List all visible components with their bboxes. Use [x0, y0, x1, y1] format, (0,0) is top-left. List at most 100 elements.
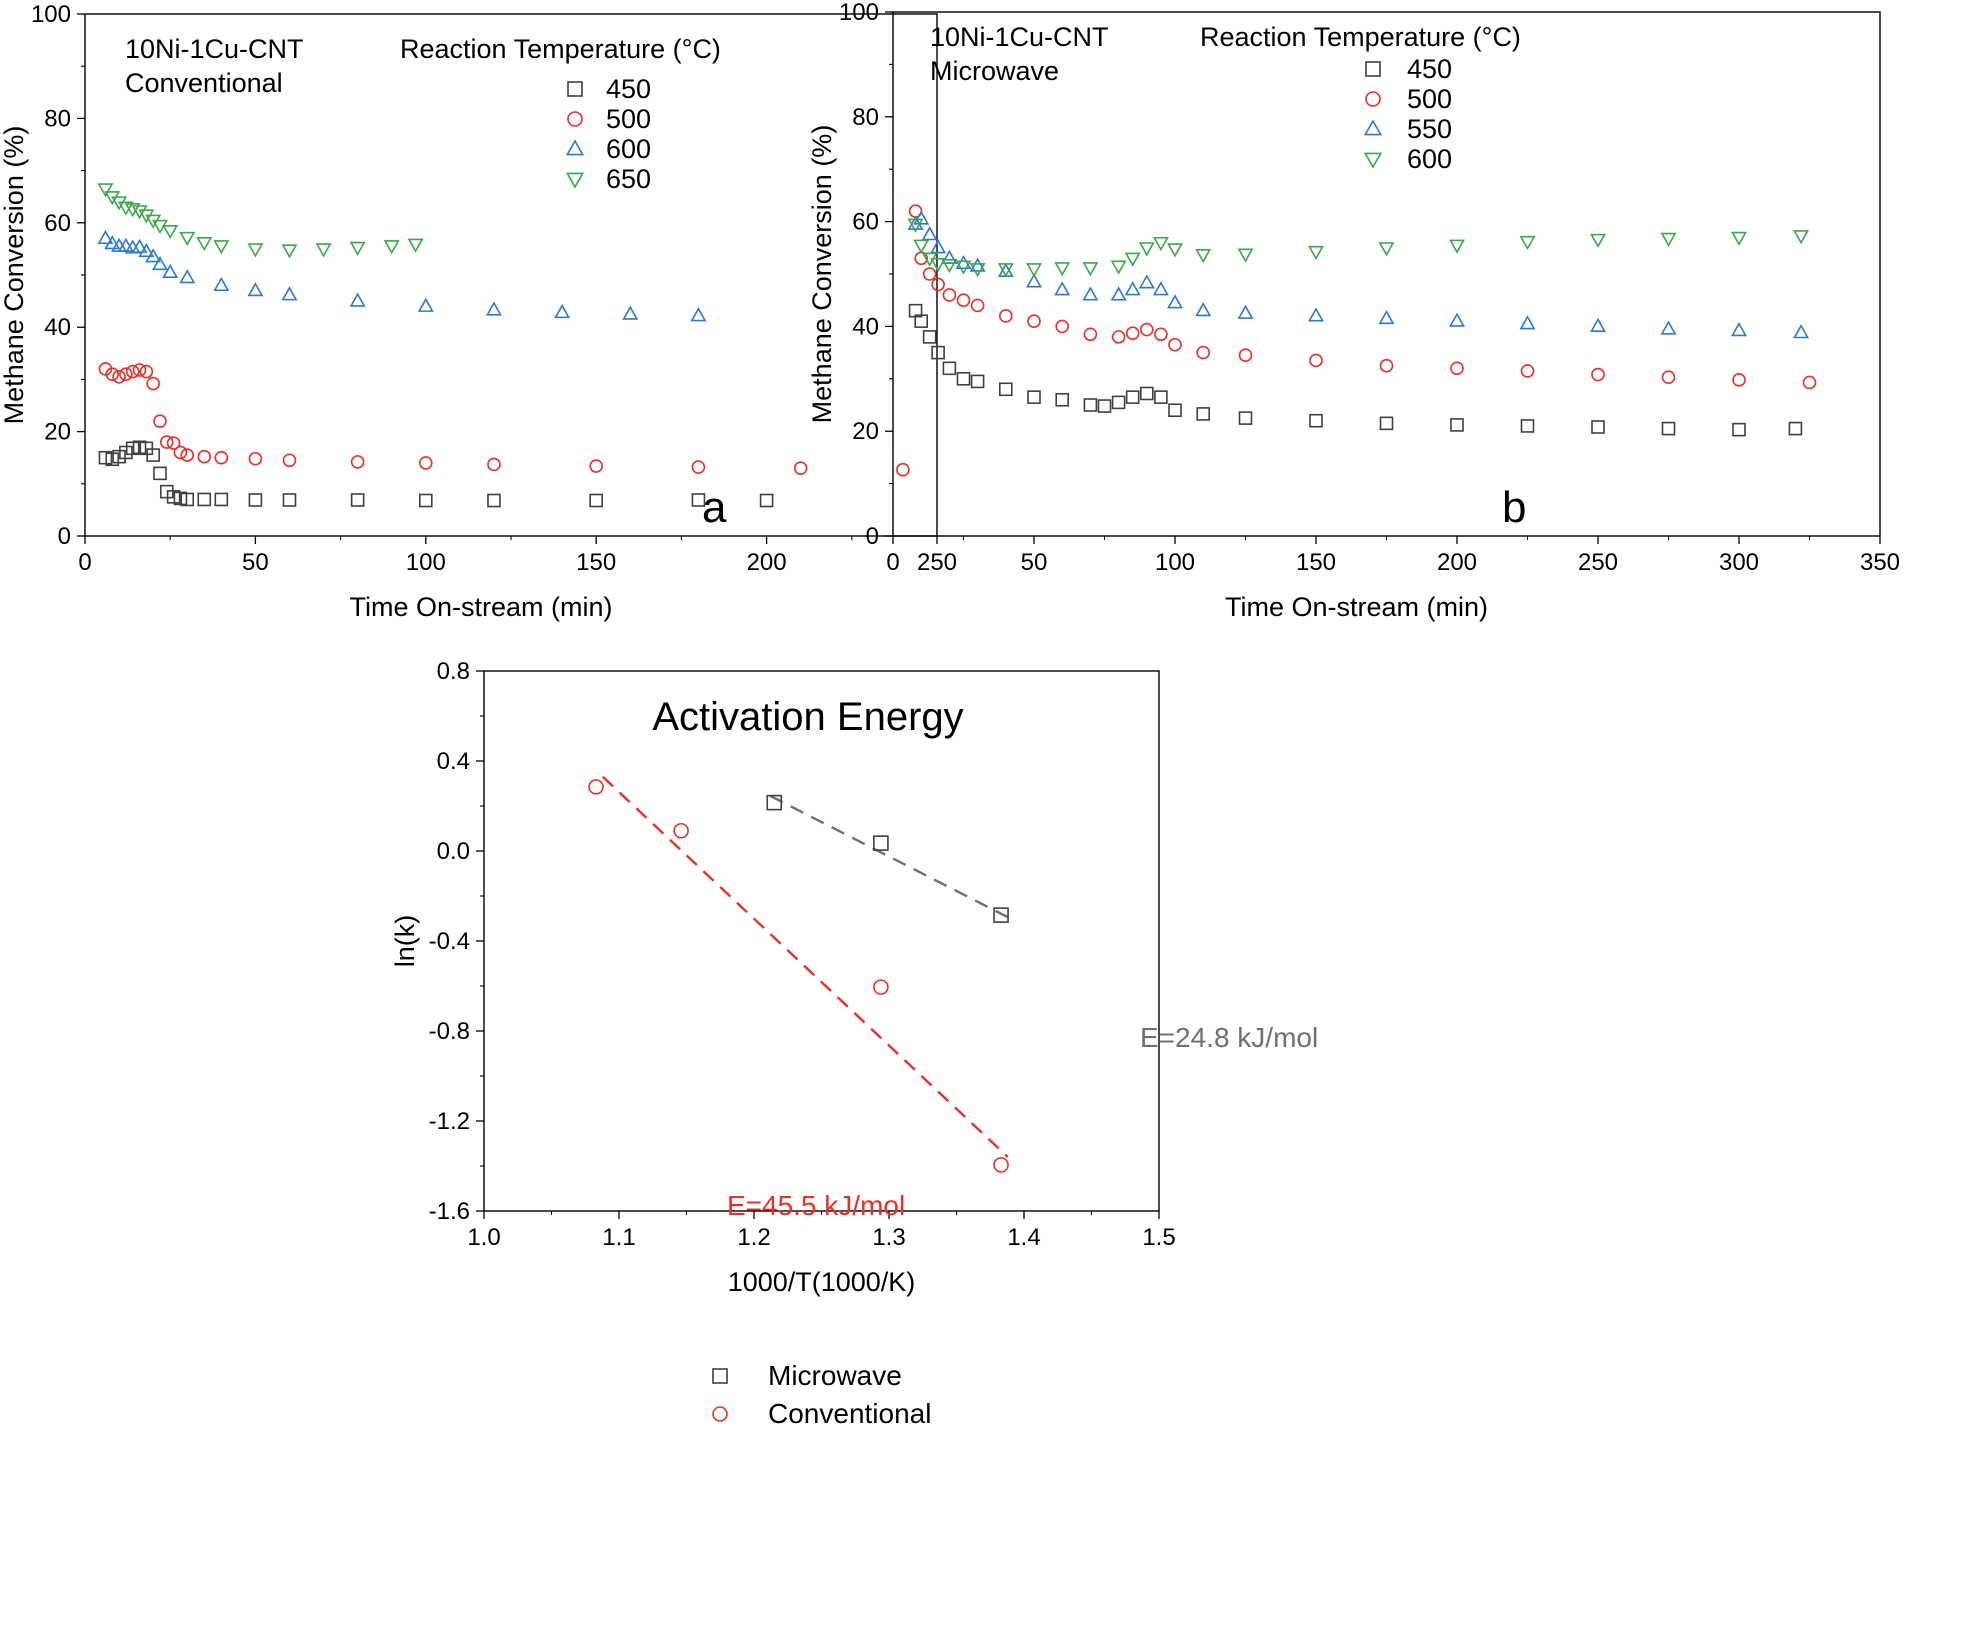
data-point [914, 314, 929, 328]
y-tick-label: -1.2 [429, 1108, 470, 1135]
data-point [942, 361, 957, 376]
data-point [1082, 262, 1099, 277]
data-point [1520, 364, 1535, 378]
x-tick-label: 50 [1021, 549, 1048, 576]
x-tick-label: 1.5 [1142, 1224, 1175, 1251]
data-point [690, 307, 707, 322]
data-point [1378, 310, 1395, 325]
data-point [1591, 420, 1605, 434]
data-point [1110, 260, 1127, 275]
data-point [1154, 327, 1168, 342]
legend-marker [565, 172, 585, 189]
data-point [691, 460, 706, 474]
data-point [589, 493, 604, 508]
data-point [921, 226, 938, 241]
data-point [1731, 322, 1747, 337]
legend-label: 650 [606, 164, 651, 194]
data-point [282, 493, 297, 507]
data-point [418, 493, 433, 508]
data-point [407, 238, 424, 253]
data-point [247, 282, 264, 297]
data-point [1083, 398, 1098, 412]
data-point [941, 258, 958, 274]
data-point [1449, 312, 1465, 327]
legend: Microwave Conventional [712, 1360, 931, 1429]
y-tick-label: 0.8 [437, 658, 470, 685]
data-point [1140, 322, 1154, 337]
x-tick-label: 1.1 [602, 1224, 635, 1251]
data-point [125, 441, 140, 456]
data-point [1590, 233, 1606, 248]
legend-marker [1363, 152, 1383, 169]
data-point [417, 297, 434, 312]
data-point [350, 455, 365, 469]
y-tick-label: 0.0 [437, 838, 470, 865]
data-point [1309, 413, 1323, 428]
data-point [969, 263, 986, 278]
legend-label: 550 [1407, 114, 1452, 144]
data-point [132, 440, 147, 455]
data-point [139, 364, 154, 379]
data-point [931, 345, 945, 360]
data-point [179, 231, 196, 246]
series-450 [98, 440, 774, 508]
data-point [131, 238, 148, 253]
data-point [98, 450, 113, 465]
data-point [153, 466, 167, 481]
data-point [930, 239, 947, 254]
y-tick-label: 60 [852, 209, 879, 236]
data-point [281, 286, 298, 301]
data-point [1140, 386, 1154, 401]
data-point [418, 456, 433, 470]
data-point [997, 263, 1014, 278]
data-point [931, 277, 945, 292]
data-point [1110, 286, 1127, 301]
y-tick-label: 20 [852, 418, 879, 445]
data-point [1125, 390, 1140, 404]
data-point [941, 249, 958, 264]
data-point [793, 461, 808, 475]
data-point [104, 235, 121, 250]
y-tick-label: 80 [852, 104, 879, 131]
data-point [1054, 281, 1071, 296]
data-point [1083, 327, 1098, 342]
y-tick-label: -0.8 [429, 1018, 470, 1045]
data-point [152, 256, 168, 271]
legend-label: 600 [606, 134, 651, 164]
data-point [197, 449, 212, 464]
series-450 [908, 303, 1803, 437]
data-point [1055, 392, 1069, 407]
data-point [1378, 242, 1395, 257]
data-point [162, 225, 179, 240]
data-point [1152, 236, 1169, 252]
panel-annotation: 10Ni-1Cu-CNT [930, 22, 1109, 52]
x-tick-label: 1.4 [1007, 1224, 1040, 1251]
series-500 [98, 362, 910, 477]
data-point [1793, 324, 1810, 339]
legend-marker [1365, 91, 1381, 107]
data-point [1054, 262, 1071, 277]
data-point [554, 304, 571, 319]
y-tick-label: 40 [44, 314, 71, 341]
chart-panel-b: 0 50 100 150 200 250 300 350 0 20 40 60 80 100 Time On… [807, 0, 1900, 622]
data-point [119, 445, 133, 460]
x-axis-label: Time On-stream (min) [349, 592, 612, 622]
y-tick-label: 0.4 [437, 748, 470, 775]
legend-marker [1365, 61, 1381, 77]
y-tick-label: 60 [44, 210, 71, 237]
data-point [1027, 314, 1041, 328]
y-tick-label: -1.6 [429, 1198, 470, 1225]
data-point [1308, 307, 1324, 322]
y-tick-label: 40 [852, 313, 879, 340]
data-point [1168, 337, 1182, 352]
data-point [1731, 231, 1747, 246]
data-point [1237, 304, 1254, 319]
data-point [1111, 395, 1126, 410]
legend-label: Conventional [768, 1398, 931, 1429]
data-point [349, 292, 366, 307]
data-point [1167, 294, 1183, 309]
fit-label-microwave: E=24.8 kJ/mol [1140, 1022, 1318, 1053]
data-point [1379, 358, 1394, 373]
